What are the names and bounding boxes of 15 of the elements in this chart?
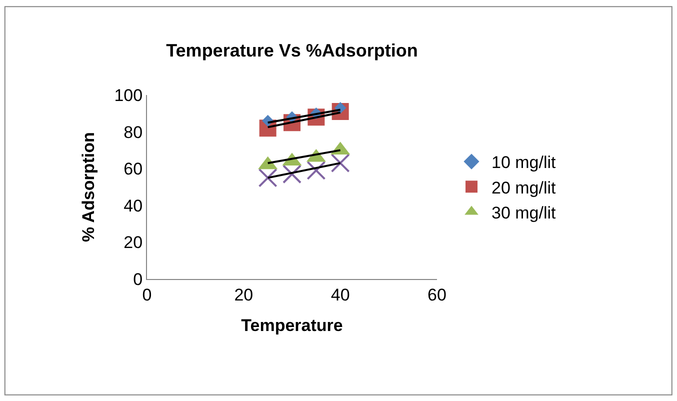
x-tick-label: 60 bbox=[428, 285, 446, 304]
legend-label: 10 mg/lit bbox=[492, 153, 556, 172]
y-tick-label: 100 bbox=[114, 86, 143, 105]
y-tick-label: 20 bbox=[124, 233, 143, 252]
x-tick-label: 40 bbox=[330, 285, 350, 304]
y-axis-title: % Adsorption bbox=[78, 132, 98, 242]
x-tick-label: 20 bbox=[234, 285, 254, 304]
y-tick-label: 0 bbox=[133, 270, 143, 289]
y-tick-label: 60 bbox=[124, 160, 143, 179]
x-axis-title: Temperature bbox=[241, 316, 343, 335]
y-tick-label: 80 bbox=[124, 122, 143, 142]
chart-title: Temperature Vs %Adsorption bbox=[166, 40, 418, 61]
legend-label: 20 mg/lit bbox=[492, 178, 556, 198]
legend-label: 30 mg/lit bbox=[492, 203, 556, 222]
y-tick-label: 40 bbox=[124, 196, 143, 216]
